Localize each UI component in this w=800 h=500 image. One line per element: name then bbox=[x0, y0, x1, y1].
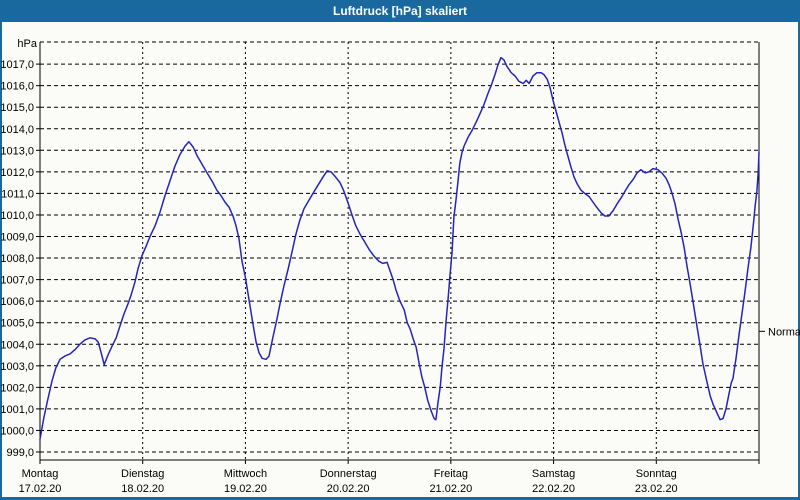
y-tick-label: 1000,0 bbox=[0, 425, 34, 437]
day-name-label: Donnerstag bbox=[320, 468, 377, 480]
day-name-label: Sonntag bbox=[636, 468, 677, 480]
day-name-label: Montag bbox=[22, 468, 59, 480]
y-tick-label: 1001,0 bbox=[0, 404, 34, 416]
y-unit-label: hPa bbox=[17, 38, 37, 50]
day-date-label: 19.02.20 bbox=[224, 483, 267, 495]
y-tick-label: 1004,0 bbox=[0, 339, 34, 351]
title-bar: Luftdruck [hPa] skaliert bbox=[0, 0, 800, 22]
normal-label: Normal bbox=[768, 326, 800, 338]
day-date-label: 22.02.20 bbox=[532, 483, 575, 495]
day-date-label: 17.02.20 bbox=[19, 483, 62, 495]
y-tick-label: 1011,0 bbox=[1, 188, 34, 200]
y-tick-label: 1014,0 bbox=[0, 124, 34, 136]
y-tick-label: 1006,0 bbox=[0, 296, 34, 308]
y-tick-label: 1015,0 bbox=[0, 102, 34, 114]
y-tick-label: 1012,0 bbox=[0, 167, 34, 179]
day-date-label: 23.02.20 bbox=[635, 483, 678, 495]
y-tick-label: 1005,0 bbox=[0, 318, 34, 330]
day-date-label: 21.02.20 bbox=[429, 483, 472, 495]
y-tick-label: 1009,0 bbox=[0, 232, 34, 244]
y-tick-label: 1007,0 bbox=[0, 275, 34, 287]
day-date-label: 20.02.20 bbox=[327, 483, 370, 495]
y-tick-label: 1003,0 bbox=[0, 361, 34, 373]
pressure-line bbox=[39, 56, 760, 440]
y-tick-label: 1013,0 bbox=[0, 145, 34, 157]
window-title: Luftdruck [hPa] skaliert bbox=[332, 4, 468, 18]
day-name-label: Samstag bbox=[532, 468, 575, 480]
day-name-label: Freitag bbox=[434, 468, 468, 480]
day-name-label: Mittwoch bbox=[224, 468, 267, 480]
day-name-label: Dienstag bbox=[121, 468, 164, 480]
y-tick-label: 1010,0 bbox=[0, 210, 34, 222]
y-tick-label: 1016,0 bbox=[0, 81, 34, 93]
day-date-label: 18.02.20 bbox=[121, 483, 164, 495]
y-tick-label: 1002,0 bbox=[0, 382, 34, 394]
y-tick-label: 1008,0 bbox=[0, 253, 34, 265]
y-tick-label: 1017,0 bbox=[0, 59, 34, 71]
y-tick-label: 999,0 bbox=[6, 447, 34, 459]
